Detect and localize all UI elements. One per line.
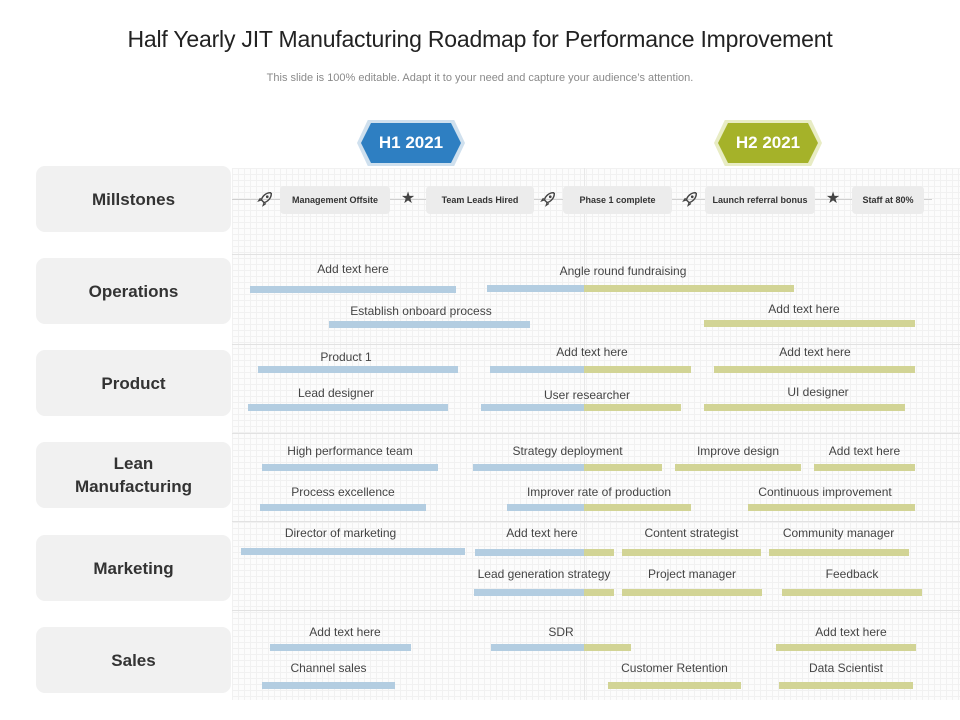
task-label: Add text here	[815, 625, 887, 639]
task-bar	[714, 366, 915, 373]
row-separator	[232, 521, 960, 522]
milestone-staff-at-80: Staff at 80%	[852, 186, 924, 214]
task-label: Add text here	[309, 625, 381, 639]
task-bar	[507, 504, 691, 511]
roadmap-grid	[232, 168, 960, 700]
milestone-management-offsite: Management Offsite	[280, 186, 390, 214]
milestone-launch-referral-bonus: Launch referral bonus	[705, 186, 815, 214]
task-bar	[270, 644, 411, 651]
row-label-marketing: Marketing	[36, 535, 231, 601]
row-label-milestones: Millstones	[36, 166, 231, 232]
task-bar	[475, 549, 614, 556]
row-label-product: Product	[36, 350, 231, 416]
rocket-icon	[538, 189, 558, 209]
task-label: SDR	[548, 625, 574, 639]
task-label: Improver rate of production	[526, 485, 672, 499]
task-bar	[487, 285, 794, 292]
rocket-icon	[680, 189, 700, 209]
task-label: Add text here	[506, 526, 578, 540]
task-bar	[490, 366, 691, 373]
half-divider	[584, 168, 585, 700]
task-label: Angle round fundraising	[559, 264, 687, 278]
task-bar	[262, 682, 395, 689]
task-label: High performance team	[287, 444, 413, 458]
task-label: UI designer	[787, 385, 849, 399]
task-bar	[260, 504, 426, 511]
row-separator	[232, 344, 960, 345]
task-label: Add text here	[768, 302, 840, 316]
task-bar	[248, 404, 448, 411]
task-bar	[474, 589, 614, 596]
task-label: Data Scientist	[808, 661, 884, 675]
task-bar	[258, 366, 458, 373]
task-bar	[481, 404, 681, 411]
task-bar	[250, 286, 456, 293]
task-bar	[329, 321, 530, 328]
task-label: Project manager	[647, 567, 737, 581]
task-label: Director of marketing	[284, 526, 397, 540]
page-subtitle: This slide is 100% editable. Adapt it to…	[266, 72, 694, 84]
task-label: Content strategist	[644, 526, 739, 540]
milestone-team-leads-hired: Team Leads Hired	[426, 186, 534, 214]
task-bar	[241, 548, 465, 555]
task-label: Channel sales	[290, 661, 367, 675]
row-separator	[232, 254, 960, 255]
task-label: Add text here	[828, 444, 901, 458]
task-label: Add text here	[556, 345, 628, 359]
task-label: Establish onboard process	[350, 304, 492, 318]
task-bar	[782, 589, 922, 596]
task-label: Add text here	[779, 345, 851, 359]
task-bar	[779, 682, 913, 689]
page-title: Half Yearly JIT Manufacturing Roadmap fo…	[127, 26, 833, 52]
row-separator	[232, 433, 960, 434]
milestone-phase-1-complete: Phase 1 complete	[563, 186, 672, 214]
task-bar	[704, 320, 915, 327]
rocket-icon	[255, 189, 275, 209]
task-label: Lead designer	[297, 386, 375, 400]
task-bar	[262, 464, 438, 471]
task-bar	[814, 464, 915, 471]
task-label: Product 1	[320, 350, 372, 364]
row-label-operations: Operations	[36, 258, 231, 324]
task-label: Feedback	[825, 567, 879, 581]
task-bar	[622, 589, 762, 596]
period-badge-h1: H1 2021	[357, 120, 465, 166]
star-icon: ★	[400, 190, 416, 207]
task-label: Strategy deployment	[512, 444, 623, 458]
task-label: Lead generation strategy	[477, 567, 611, 581]
task-bar	[769, 549, 909, 556]
task-bar	[622, 549, 761, 556]
task-label: Continuous improvement	[758, 485, 892, 499]
task-bar	[704, 404, 905, 411]
task-bar	[491, 644, 631, 651]
task-bar	[608, 682, 741, 689]
row-separator	[232, 610, 960, 611]
task-bar	[748, 504, 915, 511]
task-label: User researcher	[543, 388, 631, 402]
period-badge-h2: H2 2021	[714, 120, 822, 166]
task-bar	[776, 644, 916, 651]
period-label-h1: H1 2021	[361, 123, 461, 163]
star-icon: ★	[825, 190, 841, 207]
row-label-lean-manufacturing: Lean Manufacturing	[36, 442, 231, 508]
task-label: Community manager	[782, 526, 895, 540]
task-bar	[675, 464, 801, 471]
period-label-h2: H2 2021	[718, 123, 818, 163]
task-label: Process excellence	[291, 485, 395, 499]
task-label: Improve design	[696, 444, 780, 458]
task-label: Add text here	[317, 262, 389, 276]
task-label: Customer Retention	[621, 661, 728, 675]
task-bar	[473, 464, 662, 471]
row-label-sales: Sales	[36, 627, 231, 693]
